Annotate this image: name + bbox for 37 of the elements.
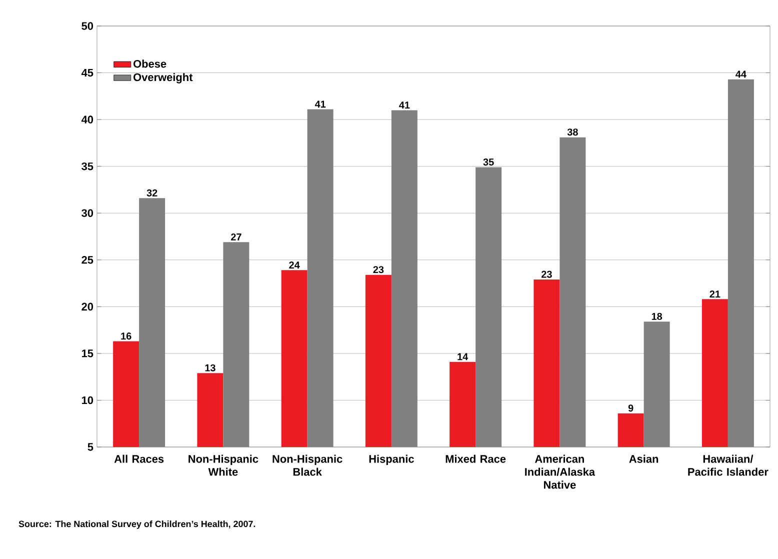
x-tick-label: Hawaiian/ Pacific Islander bbox=[688, 454, 768, 476]
data-label: 35 bbox=[483, 158, 494, 166]
x-tick-label: Non-Hispanic Black bbox=[272, 454, 342, 476]
data-label: 41 bbox=[399, 102, 410, 109]
data-label: 18 bbox=[652, 312, 662, 320]
x-tick-label: Non-Hispanic White bbox=[188, 454, 258, 476]
y-tick-label: 15 bbox=[82, 350, 94, 358]
x-tick-label: Hispanic bbox=[369, 454, 414, 465]
data-label: 23 bbox=[541, 270, 552, 278]
y-tick-label: 40 bbox=[81, 116, 94, 124]
y-tick-label: 50 bbox=[82, 22, 94, 30]
legend-label: Overweight bbox=[134, 73, 193, 84]
x-tick-label: Mixed Race bbox=[446, 454, 506, 463]
data-label: 9 bbox=[628, 404, 634, 412]
y-tick-label: 45 bbox=[81, 68, 94, 77]
source-note: Source: The National Survey of Children’s Health, 2007. bbox=[18, 520, 256, 529]
data-label: 16 bbox=[121, 332, 132, 340]
x-tick-label: Asian bbox=[629, 454, 658, 463]
legend-label: Obese bbox=[134, 60, 166, 68]
data-label: 24 bbox=[289, 262, 300, 268]
y-tick-label: 30 bbox=[82, 209, 94, 217]
data-label: 23 bbox=[373, 266, 384, 274]
data-label: 14 bbox=[458, 353, 468, 360]
data-label: 41 bbox=[314, 100, 326, 108]
y-tick-label: 35 bbox=[82, 162, 94, 170]
data-label: 32 bbox=[146, 189, 158, 196]
x-tick-label: All Races bbox=[114, 454, 164, 463]
data-label: 13 bbox=[205, 364, 216, 372]
y-tick-label: 5 bbox=[88, 443, 94, 451]
data-label: 44 bbox=[736, 70, 746, 78]
data-label: 38 bbox=[567, 128, 578, 136]
data-label: 27 bbox=[230, 233, 242, 240]
y-tick-label: 10 bbox=[82, 396, 94, 404]
x-tick-label: American Indian/Alaska Native bbox=[525, 454, 596, 489]
data-label: 21 bbox=[710, 290, 720, 298]
y-tick-label: 20 bbox=[82, 302, 94, 311]
y-tick-label: 25 bbox=[82, 256, 94, 264]
